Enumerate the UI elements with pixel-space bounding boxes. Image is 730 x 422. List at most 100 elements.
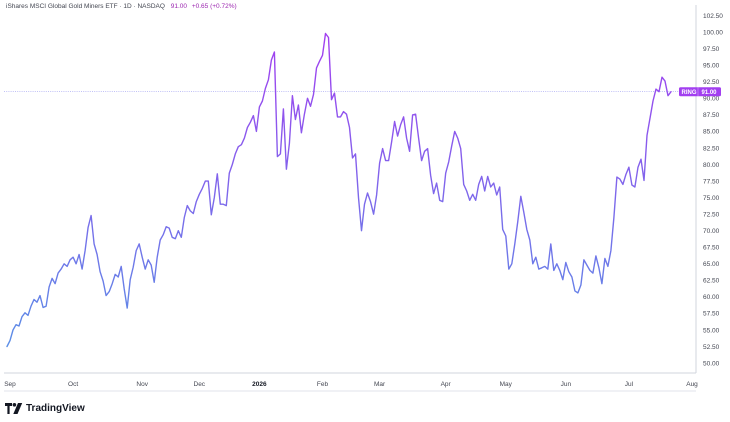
brand-name: TradingView	[26, 402, 85, 414]
data-point	[244, 137, 246, 139]
data-point	[226, 205, 228, 207]
data-point	[646, 135, 648, 137]
x-tick-label: Aug	[686, 381, 698, 388]
data-point	[141, 256, 143, 258]
data-point	[589, 270, 591, 272]
data-point	[198, 194, 200, 196]
data-point	[75, 263, 77, 265]
data-point	[147, 259, 149, 261]
data-point	[649, 117, 651, 119]
data-point	[27, 315, 29, 317]
data-point	[189, 210, 191, 212]
data-point	[262, 100, 264, 102]
data-point	[628, 166, 630, 168]
data-point	[171, 237, 173, 239]
data-point	[159, 239, 161, 241]
data-point	[165, 226, 167, 228]
data-point	[367, 192, 369, 194]
data-point	[520, 195, 522, 197]
y-tick-label: 80.00	[703, 162, 720, 169]
data-point	[346, 113, 348, 115]
data-point	[451, 145, 453, 147]
data-point	[214, 197, 216, 199]
data-point	[129, 279, 131, 281]
price-badge	[679, 87, 721, 97]
data-point	[135, 250, 137, 252]
data-point	[562, 279, 564, 281]
data-point	[307, 98, 309, 100]
y-tick-label: 50.00	[703, 360, 720, 367]
data-point	[439, 199, 441, 201]
data-point	[204, 180, 206, 182]
data-point	[295, 119, 297, 121]
data-point	[442, 201, 444, 203]
tradingview-logo[interactable]: TradingView	[5, 401, 85, 415]
data-point	[349, 127, 351, 129]
data-point	[379, 162, 381, 164]
data-point	[445, 172, 447, 174]
y-tick-label: 55.00	[703, 327, 720, 334]
data-point	[114, 274, 116, 276]
data-point	[598, 267, 600, 269]
data-point	[30, 305, 32, 307]
data-point	[400, 124, 402, 126]
data-point	[168, 227, 170, 229]
data-point	[81, 268, 83, 270]
data-point	[541, 267, 543, 269]
y-tick-label: 95.00	[703, 63, 720, 70]
data-point	[310, 105, 312, 107]
data-point	[69, 259, 71, 261]
data-point	[337, 116, 339, 118]
data-point	[568, 271, 570, 273]
y-tick-label: 77.50	[703, 178, 720, 185]
data-point	[355, 153, 357, 155]
y-tick-label: 100.00	[703, 29, 723, 36]
data-point	[664, 80, 666, 82]
data-point	[304, 113, 306, 115]
data-point	[334, 92, 336, 94]
data-point	[409, 150, 411, 152]
data-point	[102, 280, 104, 282]
data-point	[54, 283, 56, 285]
data-point	[580, 284, 582, 286]
data-point	[517, 221, 519, 223]
data-point	[33, 299, 35, 301]
data-point	[661, 76, 663, 78]
data-point	[223, 203, 225, 205]
data-point	[634, 186, 636, 188]
data-point	[195, 201, 197, 203]
data-point	[553, 270, 555, 272]
data-point	[376, 194, 378, 196]
data-point	[319, 60, 321, 62]
data-point	[352, 157, 354, 159]
x-tick-label: Sep	[4, 381, 16, 388]
data-point	[235, 153, 237, 155]
data-point	[454, 131, 456, 133]
data-point	[595, 255, 597, 257]
data-point	[211, 214, 213, 216]
y-tick-label: 87.50	[703, 112, 720, 119]
data-point	[667, 95, 669, 97]
data-point	[499, 186, 501, 188]
data-point	[547, 268, 549, 270]
data-point	[153, 282, 155, 284]
y-tick-label: 70.00	[703, 228, 720, 235]
data-point	[397, 135, 399, 137]
data-point	[111, 283, 113, 285]
data-point	[247, 127, 249, 129]
x-tick-label: Jun	[561, 381, 572, 388]
data-point	[487, 176, 489, 178]
data-point	[526, 229, 528, 231]
data-point	[583, 259, 585, 261]
data-point	[180, 237, 182, 239]
y-tick-label: 67.50	[703, 245, 720, 252]
data-point	[162, 234, 164, 236]
data-point	[84, 250, 86, 252]
data-point	[229, 172, 231, 174]
price-badge-symbol: RING	[682, 90, 697, 96]
x-tick-label: Jul	[625, 381, 634, 388]
data-point	[586, 264, 588, 266]
data-point	[21, 316, 23, 318]
data-point	[433, 193, 435, 195]
